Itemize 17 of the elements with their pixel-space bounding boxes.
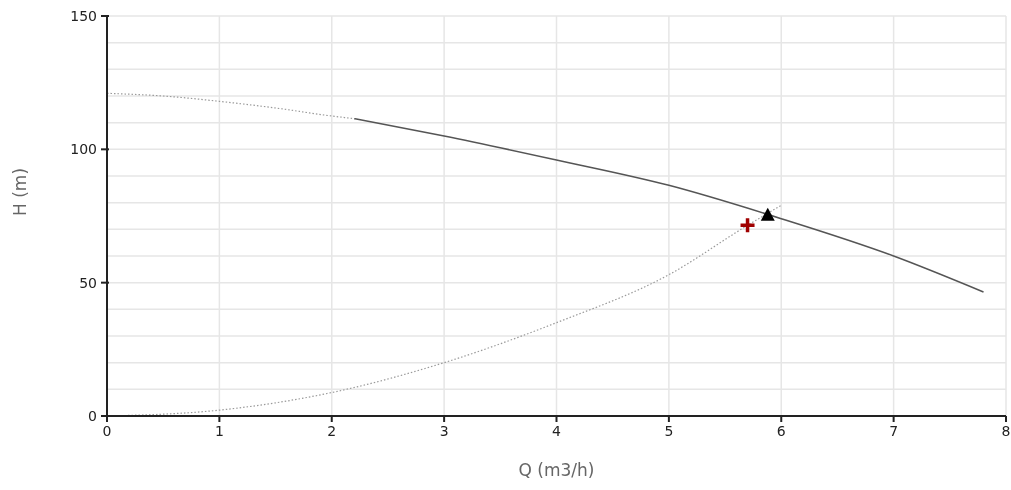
x-tick-label: 1 xyxy=(214,423,224,439)
x-axis-title: Q (m3/h) xyxy=(518,460,595,480)
y-axis-title: H (m) xyxy=(10,167,31,216)
x-tick-label: 7 xyxy=(889,423,899,439)
line-series xyxy=(353,117,985,293)
x-tick-label: 4 xyxy=(552,423,562,439)
y-tick-label: 150 xyxy=(70,8,97,24)
x-tick-label: 3 xyxy=(439,423,449,439)
y-tick-label: 50 xyxy=(79,274,97,291)
x-tick-label: 2 xyxy=(327,423,337,439)
y-tick-label: 100 xyxy=(70,141,97,158)
line-series xyxy=(107,92,355,120)
x-tick-label: 0 xyxy=(102,423,112,439)
x-tick-label: 5 xyxy=(664,423,674,439)
x-tick-label: 6 xyxy=(776,423,786,439)
x-tick-label: 8 xyxy=(1001,423,1011,439)
y-tick-label: 0 xyxy=(88,408,97,424)
